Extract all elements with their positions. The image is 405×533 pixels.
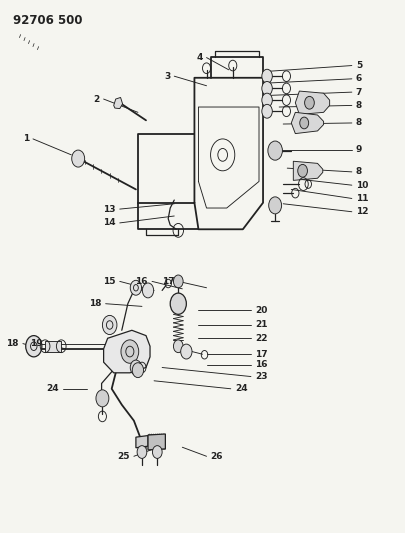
Circle shape [268, 141, 282, 160]
Text: 11: 11 [356, 194, 369, 203]
Circle shape [137, 446, 147, 458]
Text: 92706 500: 92706 500 [13, 14, 82, 27]
Text: 1: 1 [23, 134, 29, 143]
Circle shape [300, 117, 309, 129]
Circle shape [72, 150, 85, 167]
Text: 25: 25 [117, 452, 130, 461]
Circle shape [170, 293, 186, 314]
Circle shape [130, 280, 142, 295]
Text: 3: 3 [164, 71, 170, 80]
Circle shape [173, 340, 183, 353]
Circle shape [143, 283, 153, 298]
Polygon shape [104, 330, 150, 373]
Text: 9: 9 [356, 145, 362, 154]
Circle shape [96, 390, 109, 407]
Text: 24: 24 [235, 384, 247, 393]
Polygon shape [293, 161, 323, 180]
Text: 16: 16 [255, 360, 267, 369]
Text: 12: 12 [356, 207, 369, 216]
Text: 17: 17 [162, 277, 174, 286]
Circle shape [262, 69, 272, 83]
Polygon shape [114, 98, 123, 109]
Text: 10: 10 [356, 181, 368, 190]
Text: 7: 7 [356, 87, 362, 96]
Text: 18: 18 [6, 339, 19, 348]
Polygon shape [136, 435, 148, 448]
Text: 6: 6 [356, 74, 362, 83]
Text: 26: 26 [211, 452, 223, 461]
Circle shape [262, 93, 272, 107]
Text: 8: 8 [356, 118, 362, 127]
Circle shape [121, 340, 139, 364]
Text: 19: 19 [30, 339, 43, 348]
Text: 15: 15 [103, 277, 116, 286]
Text: 5: 5 [356, 61, 362, 70]
Text: 8: 8 [356, 101, 362, 110]
Polygon shape [295, 91, 330, 115]
Text: 8: 8 [356, 167, 362, 176]
Circle shape [262, 104, 272, 118]
Circle shape [305, 96, 314, 109]
Text: 17: 17 [255, 350, 268, 359]
Circle shape [152, 446, 162, 458]
Circle shape [262, 82, 272, 95]
Text: 22: 22 [255, 334, 267, 343]
Circle shape [26, 336, 42, 357]
Circle shape [132, 363, 144, 377]
Text: 23: 23 [255, 372, 267, 381]
Text: 2: 2 [93, 94, 100, 103]
Polygon shape [148, 434, 165, 450]
Text: 21: 21 [255, 320, 267, 329]
Text: 20: 20 [255, 305, 267, 314]
Bar [45, 341, 61, 352]
Circle shape [269, 197, 281, 214]
Circle shape [173, 275, 183, 288]
Polygon shape [291, 112, 324, 134]
Text: 18: 18 [89, 299, 102, 308]
Circle shape [298, 165, 307, 177]
Text: 24: 24 [47, 384, 59, 393]
Text: 14: 14 [103, 219, 116, 228]
Circle shape [181, 344, 192, 359]
Circle shape [130, 360, 142, 375]
Text: 16: 16 [136, 277, 148, 286]
Circle shape [102, 316, 117, 335]
Text: 4: 4 [196, 53, 202, 62]
Text: 13: 13 [103, 205, 116, 214]
